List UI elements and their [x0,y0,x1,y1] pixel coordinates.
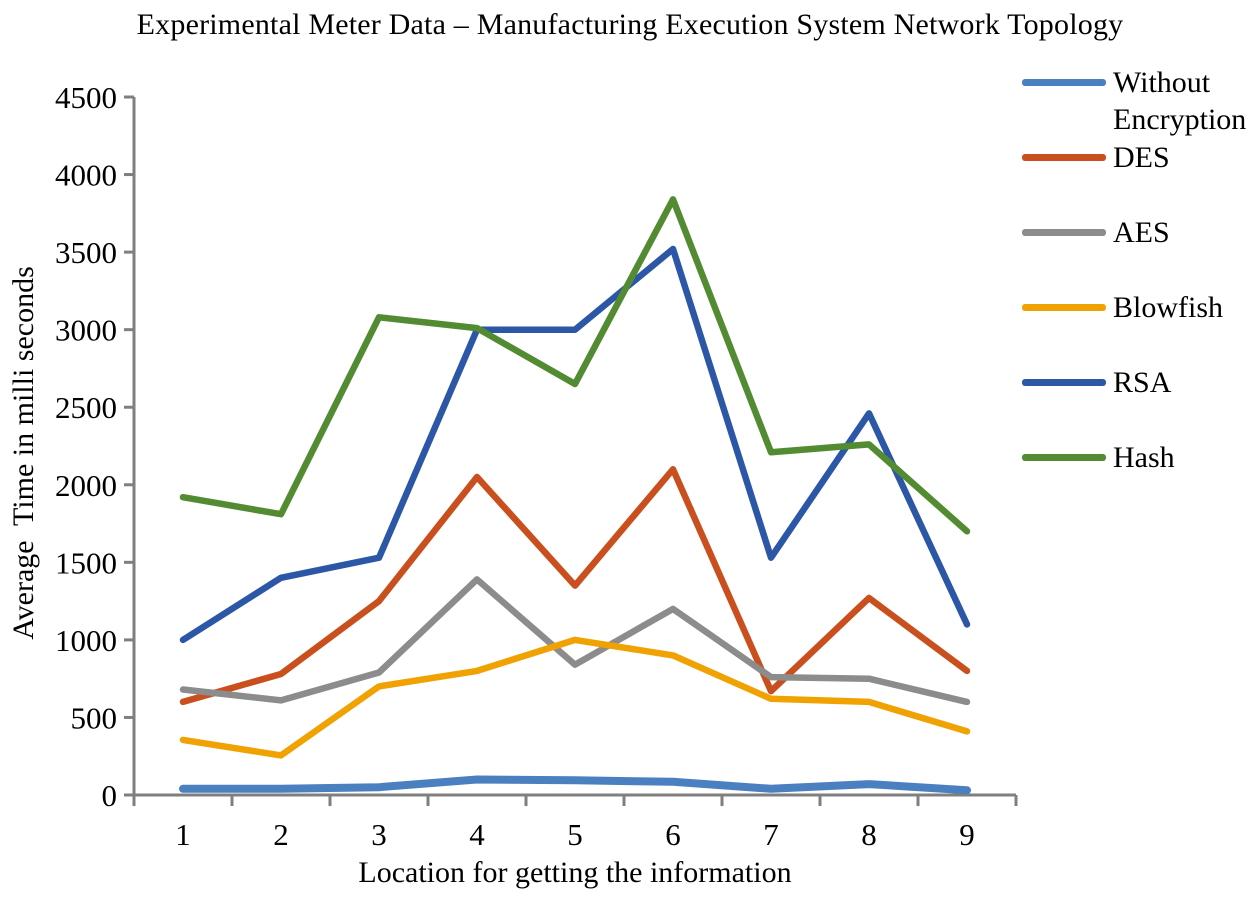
legend-label-hash: Hash [1113,441,1175,474]
legend-swatch-without-encryption [1022,79,1106,86]
x-tick-label: 9 [959,817,975,852]
series-line-without-encryption [179,775,971,795]
legend-label-without-encryption: Without Encryption [1113,66,1247,136]
x-tick-label: 5 [567,817,583,852]
legend-label-aes: AES [1113,216,1170,249]
y-tick-label: 3500 [55,235,117,270]
legend-swatch-des [1022,154,1106,161]
series-line-des [179,466,971,706]
y-tick-label: 1000 [55,623,117,658]
legend-swatch-hash [1022,454,1106,461]
chart-title: Experimental Meter Data – Manufacturing … [136,8,1124,41]
legend-item-hash: Hash [1022,439,1260,514]
series-line-aes [179,576,971,706]
y-tick-label: 1500 [55,545,117,580]
y-tick-label: 2500 [55,390,117,425]
legend-item-blowfish: Blowfish [1022,289,1260,364]
x-tick-label: 1 [175,817,191,852]
legend-swatch-blowfish [1022,304,1106,311]
series-line-rsa [179,245,971,644]
legend-item-without-encryption: Without Encryption [1022,64,1260,139]
legend-label-blowfish: Blowfish [1113,291,1224,324]
legend-item-rsa: RSA [1022,364,1260,439]
y-tick-label: 4500 [55,80,117,115]
axes: 0 500 1000 1500 2000 2500 3000 3500 4000 4500 1 2 3 4… [55,80,1018,852]
y-tick-label: 3000 [55,313,117,348]
series-line-hash [179,196,971,535]
legend-swatch-rsa [1022,379,1106,386]
y-tick-label: 500 [71,700,118,735]
y-axis-title: Average Time in milli seconds [7,266,40,640]
x-axis-title: Location for getting the information [358,856,792,889]
x-tick-label: 7 [763,817,779,852]
series-line-blowfish [179,636,971,759]
legend-item-des: DES [1022,139,1260,214]
legend-swatch-aes [1022,229,1106,236]
y-tick-label: 4000 [55,158,117,193]
legend-item-aes: AES [1022,214,1260,289]
series-lines [179,196,971,795]
legend: Without Encryption DES AES Blowfish RSA Hash [1022,64,1260,514]
y-tick-label: 2000 [55,468,117,503]
x-tick-label: 4 [469,817,485,852]
x-tick-label: 6 [665,817,681,852]
x-tick-label: 8 [861,817,877,852]
legend-label-des: DES [1113,141,1170,174]
legend-label-rsa: RSA [1113,366,1172,399]
x-tick-label: 3 [371,817,387,852]
y-tick-label: 0 [102,778,118,813]
x-tick-label: 2 [273,817,289,852]
